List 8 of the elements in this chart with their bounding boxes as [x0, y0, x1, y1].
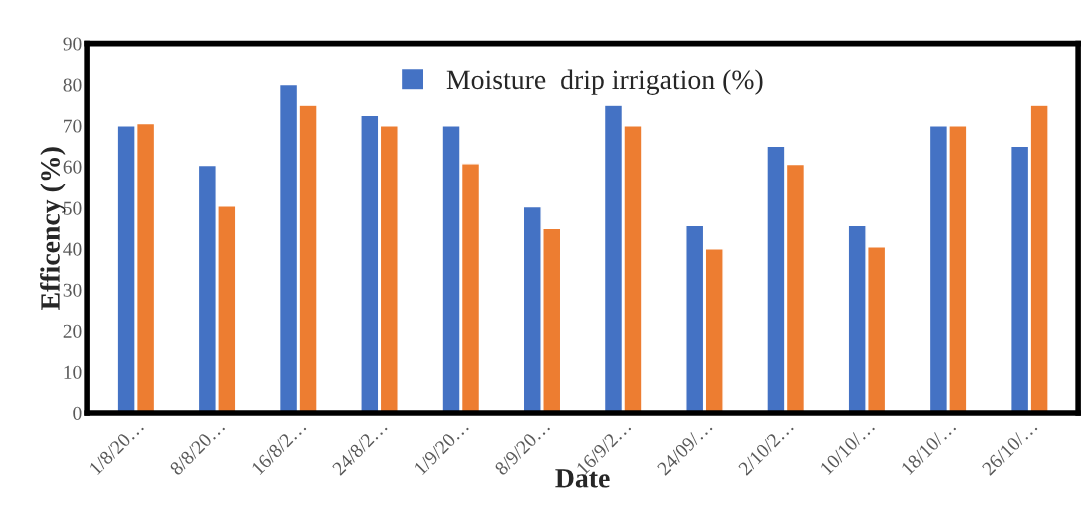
y-tick-label: 20: [63, 324, 82, 338]
y-tick-label: 0: [73, 406, 82, 420]
y-tick-label: 70: [64, 119, 82, 133]
legend-label: Moisture drip irrigation (%): [446, 69, 763, 95]
y-tick-label: 80: [63, 78, 82, 92]
y-tick-label: 90: [63, 37, 82, 51]
y-tick-label: 10: [64, 365, 82, 379]
y-tick-label: 50: [63, 201, 82, 215]
